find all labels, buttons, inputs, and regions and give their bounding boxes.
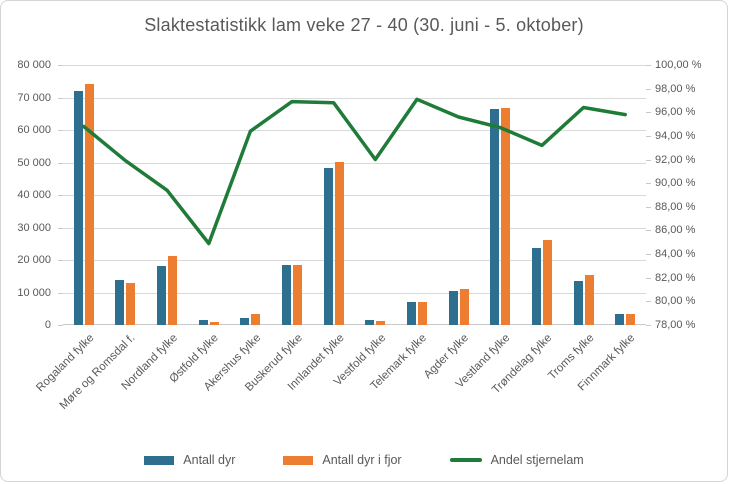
left-axis-tick-label: 10 000 xyxy=(17,286,51,299)
gridline xyxy=(63,195,646,196)
left-axis-tick-label: 20 000 xyxy=(17,254,51,266)
bar-antall-dyr xyxy=(531,247,541,325)
bar-antall-dyr xyxy=(615,313,625,325)
andel-stjernelam-line xyxy=(82,97,627,246)
right-axis-tick xyxy=(646,277,651,279)
left-axis-tick xyxy=(58,325,63,326)
bar-antall-dyr xyxy=(115,279,125,325)
right-axis-tick-label: 84,00 % xyxy=(655,248,696,261)
left-axis-tick-label: 40 000 xyxy=(17,189,51,201)
right-axis-tick xyxy=(646,88,651,90)
legend-item: Antall dyr xyxy=(144,453,235,467)
legend-bar-swatch xyxy=(144,455,175,465)
plot-area xyxy=(58,65,651,326)
bar-antall-dyr xyxy=(323,168,333,325)
left-axis-tick xyxy=(58,227,63,229)
right-axis-tick xyxy=(646,301,651,303)
gridline xyxy=(63,162,646,164)
bar-antall-dyr-i-fjor xyxy=(376,320,386,325)
right-axis-tick xyxy=(646,135,651,137)
bar-antall-dyr xyxy=(365,319,375,325)
bar-antall-dyr-i-fjor xyxy=(334,161,344,325)
right-axis-tick xyxy=(646,325,651,326)
left-axis-tick xyxy=(58,195,63,196)
right-axis-tick xyxy=(646,206,651,208)
legend-label: Andel stjernelam xyxy=(490,453,584,467)
bar-antall-dyr xyxy=(573,280,583,325)
bar-antall-dyr-i-fjor xyxy=(626,313,636,325)
right-axis-tick-label: 86,00 % xyxy=(655,224,696,237)
legend-bar-swatch xyxy=(283,455,314,465)
left-axis-tick xyxy=(58,97,63,99)
left-axis-tick xyxy=(58,260,63,261)
bar-antall-dyr-i-fjor xyxy=(168,255,178,325)
bar-antall-dyr-i-fjor xyxy=(584,275,594,325)
right-axis-tick-label: 82,00 % xyxy=(655,271,696,284)
right-axis-tick-label: 92,00 % xyxy=(655,153,696,166)
right-axis-tick xyxy=(646,230,651,232)
right-axis-tick xyxy=(646,65,651,66)
right-axis-tick-label: 80,00 % xyxy=(655,295,696,308)
bar-antall-dyr xyxy=(157,266,167,325)
bar-antall-dyr xyxy=(448,290,458,325)
left-axis-tick-label: 70 000 xyxy=(17,91,51,104)
right-axis-tick-label: 88,00 % xyxy=(655,200,696,213)
bar-antall-dyr xyxy=(198,320,208,325)
left-axis-tick-label: 80 000 xyxy=(17,59,51,71)
bar-antall-dyr xyxy=(490,108,500,325)
bar-antall-dyr-i-fjor xyxy=(501,108,511,325)
right-axis-tick-label: 96,00 % xyxy=(655,106,696,119)
bar-antall-dyr xyxy=(240,317,250,325)
bar-antall-dyr xyxy=(282,265,292,325)
right-axis-tick xyxy=(646,159,651,161)
legend-label: Antall dyr xyxy=(183,453,236,467)
bar-antall-dyr-i-fjor xyxy=(459,288,469,325)
left-axis-tick-label: 60 000 xyxy=(17,124,51,136)
bar-antall-dyr-i-fjor xyxy=(209,321,219,325)
gridline xyxy=(63,97,646,99)
bar-antall-dyr-i-fjor xyxy=(417,301,427,325)
left-axis-tick-label: 50 000 xyxy=(17,156,51,169)
right-axis-tick-label: 94,00 % xyxy=(655,129,696,142)
x-axis-category-label: Møre og Romsdal f. xyxy=(58,332,138,412)
right-axis-tick-label: 98,00 % xyxy=(655,82,696,95)
legend: Antall dyr Antall dyr i fjor Andel stjerne… xyxy=(1,453,727,467)
right-axis-tick-label: 90,00 % xyxy=(655,177,696,190)
left-axis-tick xyxy=(58,162,63,164)
left-axis-tick xyxy=(58,65,63,66)
left-axis-tick-label: 0 xyxy=(44,319,51,331)
x-axis-line xyxy=(63,324,646,325)
legend-item: Antall dyr i fjor xyxy=(283,453,402,467)
right-axis-tick xyxy=(646,183,651,185)
bar-antall-dyr-i-fjor xyxy=(84,83,94,325)
bar-antall-dyr-i-fjor xyxy=(126,282,136,325)
left-axis-tick xyxy=(58,292,63,294)
bar-antall-dyr xyxy=(73,91,83,325)
gridline xyxy=(63,65,646,66)
bar-antall-dyr-i-fjor xyxy=(542,239,552,325)
chart-title: Slaktestatistikk lam veke 27 - 40 (30. j… xyxy=(144,15,584,35)
legend-label: Antall dyr i fjor xyxy=(322,453,402,467)
right-axis-tick-label: 78,00 % xyxy=(655,319,696,331)
gridline xyxy=(63,227,646,229)
bar-antall-dyr xyxy=(406,302,416,325)
right-axis-tick-label: 100,00 % xyxy=(655,59,702,71)
bar-antall-dyr-i-fjor xyxy=(293,264,303,325)
right-axis-tick xyxy=(646,112,651,114)
gridline xyxy=(63,260,646,261)
legend-item: Andel stjernelam xyxy=(449,453,584,467)
left-axis-tick xyxy=(58,130,63,131)
left-axis-tick-label: 30 000 xyxy=(17,221,51,234)
bar-antall-dyr-i-fjor xyxy=(251,314,261,325)
andel-stjernelam-line-layer xyxy=(82,97,627,246)
right-axis-tick xyxy=(646,254,651,256)
legend-line-swatch xyxy=(449,458,482,462)
gridline xyxy=(63,292,646,294)
